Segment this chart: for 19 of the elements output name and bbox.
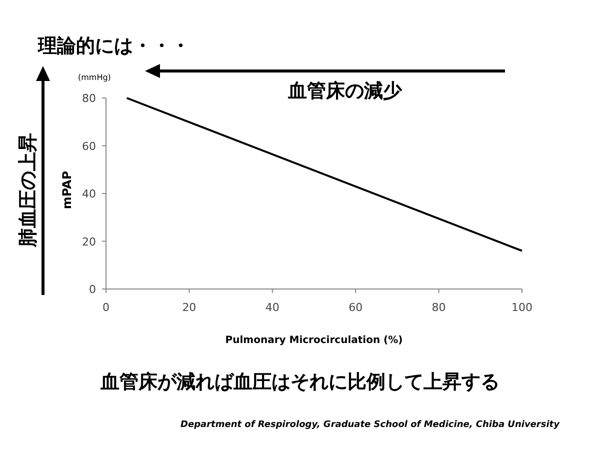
y-tick-label: 0: [89, 283, 96, 296]
y-tick-label: 80: [82, 92, 96, 105]
text: Department of Respirology, Graduate School of Medicine, Chiba University: [180, 420, 561, 430]
x-axis-title: Pulmonary Microcirculation (%): [225, 335, 403, 346]
annotation: 血管床の減少: [287, 80, 403, 102]
y-tick-label: 40: [82, 188, 96, 200]
x-tick-label: 100: [512, 301, 532, 314]
y-axis-title: mPAP: [60, 170, 74, 210]
y-tick-label: 20: [82, 235, 96, 248]
chart-title: 理論的には・・・: [37, 35, 190, 57]
text: (mmHg): [78, 73, 111, 82]
x-tick-label: 40: [265, 301, 280, 314]
x-tick-label: 20: [182, 301, 196, 314]
y-tick-label: 60: [82, 140, 96, 153]
x-tick-label: 80: [432, 301, 446, 314]
text: 血管床が減れば血圧はそれに比例して上昇する: [100, 371, 500, 393]
x-tick-label: 60: [348, 301, 363, 314]
text: 肺血圧の上昇: [17, 133, 39, 248]
x-tick-label: 0: [102, 301, 110, 314]
